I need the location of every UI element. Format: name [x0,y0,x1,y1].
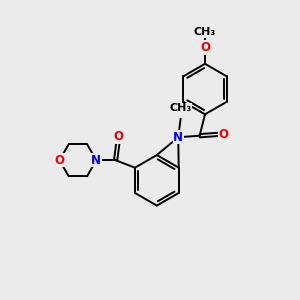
Text: N: N [173,131,183,144]
Text: O: O [200,41,210,54]
Text: CH₃: CH₃ [194,27,216,37]
Text: CH₃: CH₃ [194,27,216,37]
Text: CH₃: CH₃ [169,103,192,113]
Text: N: N [91,154,101,167]
Text: O: O [218,128,228,141]
Text: O: O [55,154,64,167]
Text: O: O [113,130,123,143]
